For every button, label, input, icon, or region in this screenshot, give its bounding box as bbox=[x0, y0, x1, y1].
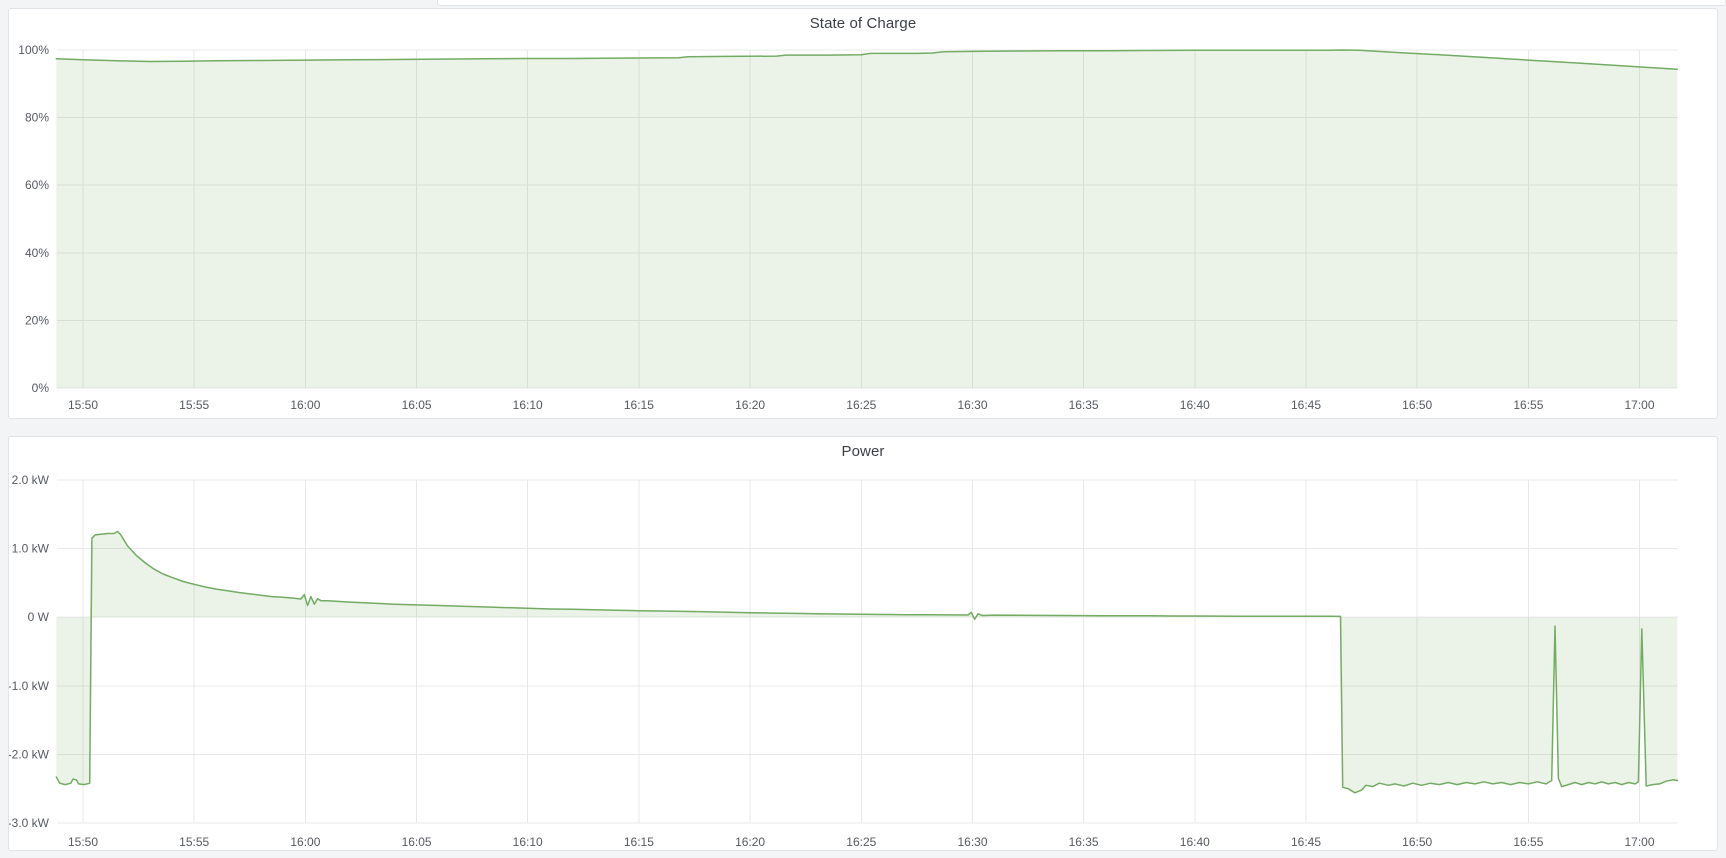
y-axis-tick-label: 1.0 kW bbox=[12, 542, 50, 556]
state-of-charge-panel-title[interactable]: State of Charge bbox=[809, 15, 917, 32]
x-axis-tick-label: 15:55 bbox=[179, 835, 209, 849]
x-axis-tick-label: 16:30 bbox=[957, 398, 987, 412]
chart-svg: 100% 80% 60% 40% 20% 0% 15:50 15:55 16:00 16:05 16… bbox=[18, 43, 1679, 412]
power-panel: Power 2.0 kW 1.0 kW 0 W -1.0 kW -2.0 kW -3.0 … bbox=[8, 436, 1718, 851]
x-axis-tick-label: 16:05 bbox=[402, 835, 432, 849]
x-axis-tick-label: 16:55 bbox=[1513, 835, 1543, 849]
x-axis-tick-label: 16:20 bbox=[735, 835, 765, 849]
x-axis-tick-label: 16:40 bbox=[1180, 835, 1210, 849]
series-line bbox=[55, 530, 1679, 794]
previous-panel-bottom-edge bbox=[437, 0, 1726, 6]
power-chart-canvas[interactable]: 2.0 kW 1.0 kW 0 W -1.0 kW -2.0 kW -3.0 kW 15:5… bbox=[9, 465, 1717, 850]
x-axis-tick-label: 16:25 bbox=[846, 398, 876, 412]
x-axis-tick-label: 16:35 bbox=[1069, 835, 1099, 849]
state-of-charge-chart-canvas[interactable]: 100% 80% 60% 40% 20% 0% 15:50 15:55 16:00 16:05 16… bbox=[9, 37, 1717, 418]
y-axis-tick-label: 40% bbox=[25, 246, 49, 260]
x-axis-tick-label: 15:55 bbox=[179, 398, 209, 412]
y-axis-tick-label: 100% bbox=[18, 43, 49, 57]
x-axis-tick-label: 16:10 bbox=[513, 835, 543, 849]
series-area-fill bbox=[56, 531, 1678, 793]
x-axis-tick-label: 16:55 bbox=[1513, 398, 1543, 412]
x-axis-tick-label: 16:30 bbox=[957, 835, 987, 849]
x-axis-tick-label: 15:50 bbox=[68, 835, 98, 849]
x-axis-tick-label: 16:45 bbox=[1291, 835, 1321, 849]
x-axis-tick-label: 16:00 bbox=[290, 835, 320, 849]
x-axis-tick-label: 17:00 bbox=[1624, 398, 1654, 412]
x-axis-tick-label: 16:50 bbox=[1402, 835, 1432, 849]
x-axis-tick-label: 16:10 bbox=[513, 398, 543, 412]
y-axis-tick-label: 0 W bbox=[28, 610, 50, 624]
x-axis-tick-label: 16:20 bbox=[735, 398, 765, 412]
y-axis-tick-label: -3.0 kW bbox=[9, 816, 50, 830]
y-axis-tick-label: -2.0 kW bbox=[9, 747, 50, 761]
series-area-fill bbox=[56, 50, 1678, 388]
chart-svg: 2.0 kW 1.0 kW 0 W -1.0 kW -2.0 kW -3.0 kW 15:5… bbox=[9, 473, 1679, 849]
x-axis-tick-label: 16:40 bbox=[1180, 398, 1210, 412]
x-axis-tick-label: 16:15 bbox=[624, 835, 654, 849]
x-axis-tick-label: 16:15 bbox=[624, 398, 654, 412]
x-axis-tick-label: 16:50 bbox=[1402, 398, 1432, 412]
y-axis-tick-label: 80% bbox=[25, 111, 49, 125]
x-axis-tick-label: 17:00 bbox=[1624, 835, 1654, 849]
x-axis-tick-label: 16:00 bbox=[290, 398, 320, 412]
x-axis-tick-label: 16:45 bbox=[1291, 398, 1321, 412]
y-axis-tick-label: 60% bbox=[25, 178, 49, 192]
series-line bbox=[55, 49, 1679, 71]
state-of-charge-panel: State of Charge 100% 80% 60% 40% 20% 0% 15:50 1… bbox=[8, 8, 1718, 419]
y-axis-tick-label: 20% bbox=[25, 313, 49, 327]
power-panel-title[interactable]: Power bbox=[841, 443, 885, 460]
x-axis-tick-label: 15:50 bbox=[68, 398, 98, 412]
y-axis-tick-label: -1.0 kW bbox=[9, 679, 50, 693]
y-axis-tick-label: 0% bbox=[32, 381, 50, 395]
x-axis-tick-label: 16:25 bbox=[846, 835, 876, 849]
y-axis-tick-label: 2.0 kW bbox=[12, 473, 50, 487]
x-axis-tick-label: 16:35 bbox=[1069, 398, 1099, 412]
x-axis-tick-label: 16:05 bbox=[402, 398, 432, 412]
